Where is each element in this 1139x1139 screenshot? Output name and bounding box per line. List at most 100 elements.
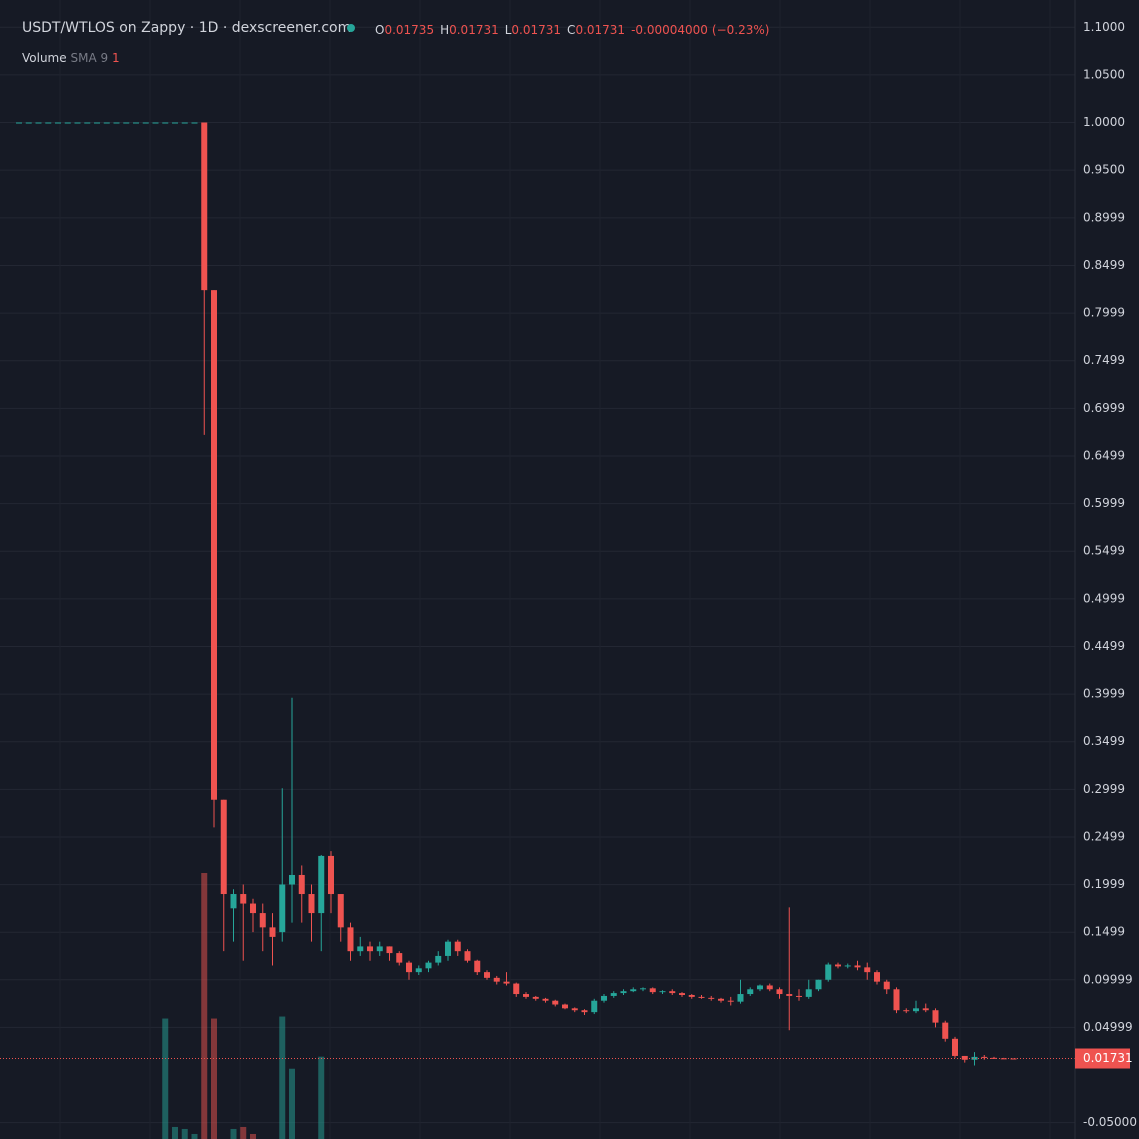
candle-body [484,972,490,978]
candle-body [454,941,461,952]
candle-body [259,913,266,928]
volume-bar [250,1133,256,1139]
candle-body [240,894,247,904]
candle-body [1000,1058,1007,1060]
volume-bar [181,1128,188,1139]
candle-body [1010,1058,1017,1060]
candle-body [250,903,256,914]
candle-body [64,122,71,124]
candle-body [698,996,705,998]
y-tick-label: 0.6499 [1083,448,1125,462]
candle-body [591,1000,598,1013]
grid [0,26,1075,1124]
candle-body [279,884,286,933]
y-tick-label: 0.04999 [1083,1020,1133,1034]
candle-body [357,946,364,952]
volume-bar [162,1018,169,1139]
candle-body [35,122,42,124]
candle-body [718,998,724,1001]
candle-body [220,799,227,895]
volume-bar [230,1128,237,1139]
ohlc-header: O0.01735 H0.01731 L0.01731 C0.01731 -0.00004… [375,23,769,37]
volume-sma: SMA 9 [70,51,108,65]
candle-body [269,927,276,937]
ohlc-value: 0.01731 [449,23,499,37]
candle-body [757,985,763,990]
y-tick-label: 0.3499 [1083,734,1125,748]
volume-bar [279,1016,286,1139]
candle-body [552,1000,559,1005]
y-tick-label: 0.8999 [1083,210,1125,224]
candle-body [464,951,471,961]
candle-body [513,983,520,995]
candle-body [493,977,500,982]
y-tick-label: 1.0500 [1083,67,1125,81]
candle-body [844,965,851,967]
volume-bar [240,1126,247,1139]
candle-body [688,994,695,997]
candle-body [191,122,198,124]
candle-body [601,995,607,1001]
y-tick-label: 0.5499 [1083,544,1125,558]
y-tick-label: 0.2999 [1083,782,1125,796]
candle-body [201,122,208,291]
candle-body [103,122,110,124]
candle-body [84,122,91,124]
candle-body [679,993,685,995]
candle-body [503,981,510,984]
volume-bar [191,1133,198,1139]
y-tick-label: 0.5999 [1083,496,1125,510]
y-tick-label: 0.09999 [1083,972,1133,986]
y-tick-label: -0.05000 [1083,1115,1137,1129]
candle-body [318,855,325,914]
y-tick-label: 0.6999 [1083,401,1125,415]
candle-body [883,981,890,990]
candle-body [435,955,442,963]
candle-body [961,1055,968,1060]
candle-body [123,122,130,124]
candle-body [649,988,656,993]
ohlc-value: 0.01731 [511,23,561,37]
y-tick-label: 0.7999 [1083,306,1125,320]
ohlc-value: 0.01731 [575,23,625,37]
candle-body [308,894,315,914]
ohlc-value: 0.01735 [384,23,434,37]
last-price-label: 0.01731 [1083,1051,1133,1065]
candle-body [152,122,159,124]
candle-body [376,946,383,952]
volume-value: 1 [112,51,120,65]
candle-body [445,941,451,956]
candle-body [474,960,481,973]
candle-body [903,1010,910,1012]
candle-body [162,122,169,124]
candle-body [396,953,403,963]
candle-body [415,968,422,973]
candle-body [94,122,100,124]
y-tick-label: 0.9500 [1083,163,1125,177]
candle-body [610,993,617,996]
candle-body [211,290,217,800]
candle-body [835,964,841,967]
ohlc-label: C [567,23,575,37]
y-tick-label: 0.8499 [1083,258,1125,272]
y-tick-label: 0.4999 [1083,591,1125,605]
candle-body [796,995,802,997]
candle-body [347,927,354,952]
candle-body [337,894,344,928]
candle-body [952,1038,958,1056]
volume-bar [211,1018,217,1139]
candle-body [913,1008,919,1012]
volume-bar [201,873,208,1139]
candle-body [854,965,861,968]
candle-body [532,996,539,999]
y-tick-label: 0.1499 [1083,925,1125,939]
candle-body [922,1008,929,1011]
candle-body [815,979,822,990]
ohlc-label: H [440,23,449,37]
y-tick-label: 0.3999 [1083,687,1125,701]
candle-body [932,1010,939,1023]
candle-body [181,122,188,124]
y-tick-label: 0.2499 [1083,829,1125,843]
